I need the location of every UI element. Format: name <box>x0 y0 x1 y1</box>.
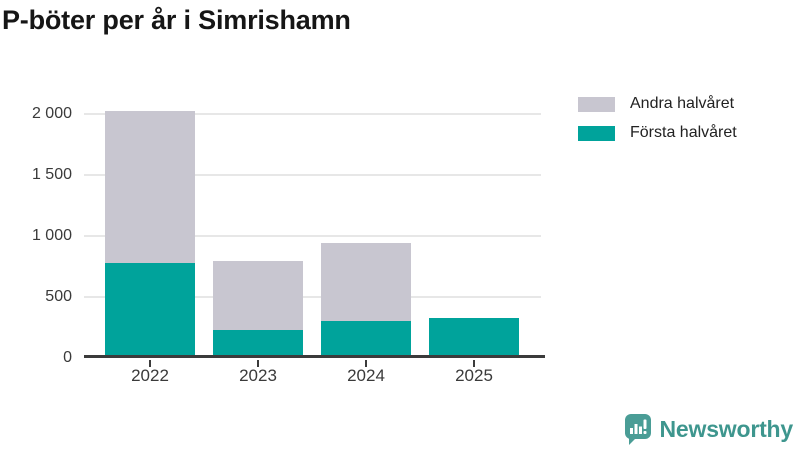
y-tick-label: 500 <box>45 287 72 305</box>
x-tick-label-2024: 2024 <box>347 366 385 385</box>
bar-segment-2023 <box>213 329 303 358</box>
x-tick <box>149 360 151 367</box>
x-tick <box>473 360 475 367</box>
bar-segment-2024 <box>321 243 411 322</box>
legend-item-andra-halvaret: Andra halvåret <box>578 95 737 113</box>
bar-segment-2025 <box>429 317 519 358</box>
y-tick-label: 1 000 <box>31 226 72 244</box>
x-tick <box>257 360 259 367</box>
legend-swatch-andra-halvaret <box>578 96 615 112</box>
gridline-1000 <box>84 234 541 237</box>
x-tick <box>365 360 367 367</box>
bar-segment-2022 <box>105 111 195 263</box>
x-tick-label-2023: 2023 <box>239 366 277 385</box>
legend-label: Första halvåret <box>630 124 737 141</box>
bar-segment-2023 <box>213 260 303 330</box>
chart-title: P-böter per år i Simrishamn <box>2 5 351 35</box>
x-tick-label-2022: 2022 <box>131 366 169 385</box>
y-tick-label: 1 500 <box>31 165 72 183</box>
newsworthy-logo-icon <box>624 414 651 445</box>
y-tick-label: 2 000 <box>31 104 72 122</box>
legend-swatch-forsta-halvaret <box>578 125 615 141</box>
gridline-1500 <box>84 173 541 176</box>
bar-segment-2022 <box>105 262 195 358</box>
legend: Andra halvåret Första halvåret <box>578 95 737 153</box>
plot-area <box>84 90 545 367</box>
gridline-2000 <box>84 112 541 115</box>
legend-item-forsta-halvaret: Första halvåret <box>578 124 737 142</box>
brand-name: Newsworthy <box>659 416 794 442</box>
brand-footer: Newsworthy <box>622 413 793 446</box>
y-tick-label: 0 <box>63 349 72 366</box>
gridline-500 <box>84 295 541 298</box>
legend-label: Andra halvåret <box>630 95 735 112</box>
bar-segment-2024 <box>321 321 411 358</box>
x-tick-label-2025: 2025 <box>455 366 493 385</box>
x-axis-line <box>84 355 545 358</box>
